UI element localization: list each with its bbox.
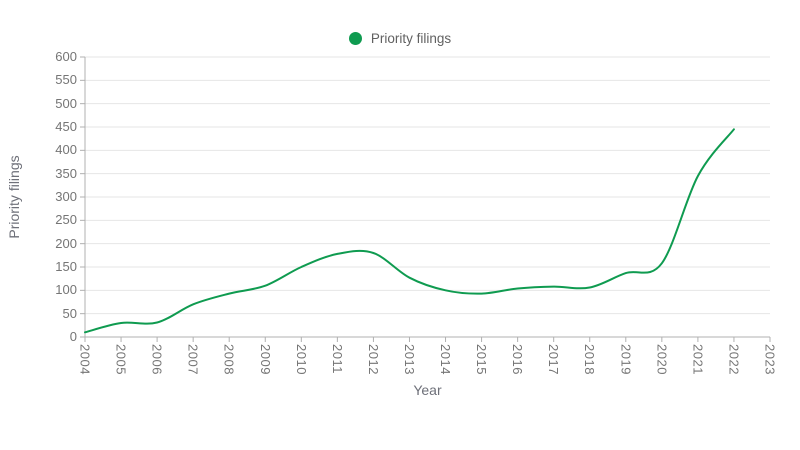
y-tick-label: 500 — [55, 95, 77, 111]
y-tick-label: 100 — [55, 282, 77, 298]
x-tick-label: 2016 — [510, 344, 526, 375]
x-tick-label: 2015 — [474, 344, 490, 375]
x-tick-label: 2023 — [762, 344, 778, 375]
x-tick-label: 2007 — [185, 344, 201, 375]
y-axis-title: Priority filings — [6, 155, 22, 239]
x-tick-label: 2010 — [293, 344, 309, 375]
x-tick-label: 2011 — [329, 344, 345, 374]
legend-item[interactable]: Priority filings — [0, 31, 800, 46]
x-axis-title: Year — [413, 382, 442, 398]
x-tick-label: 2009 — [257, 344, 273, 375]
x-tick-label: 2020 — [654, 344, 670, 375]
x-tick-label: 2008 — [221, 344, 237, 375]
y-tick-label: 50 — [62, 305, 77, 321]
x-tick-label: 2017 — [546, 344, 562, 375]
x-tick-label: 2006 — [149, 344, 165, 375]
x-tick-label: 2004 — [77, 344, 93, 375]
y-tick-label: 300 — [55, 189, 77, 204]
y-tick-label: 150 — [55, 259, 77, 274]
series-line — [84, 128, 735, 334]
x-tick-label: 2013 — [401, 344, 417, 375]
y-tick-label: 400 — [55, 142, 77, 158]
y-tick-label: 550 — [55, 72, 77, 88]
x-tick-label: 2019 — [618, 344, 634, 375]
legend-label: Priority filings — [370, 31, 452, 46]
x-tick-label: 2005 — [113, 344, 129, 375]
y-tick-label: 0 — [69, 329, 77, 344]
y-tick-label: 350 — [55, 165, 77, 181]
x-tick-label: 2014 — [438, 344, 454, 375]
y-tick-label: 250 — [55, 212, 77, 228]
x-tick-label: 2022 — [726, 344, 742, 375]
x-tick-label: 2018 — [582, 344, 598, 375]
x-tick-label: 2012 — [365, 344, 381, 375]
y-tick-label: 450 — [55, 119, 77, 134]
y-tick-label: 200 — [55, 235, 77, 251]
x-tick-label: 2021 — [690, 344, 706, 375]
legend-marker-icon — [348, 32, 362, 45]
y-tick-label: 600 — [55, 49, 77, 64]
